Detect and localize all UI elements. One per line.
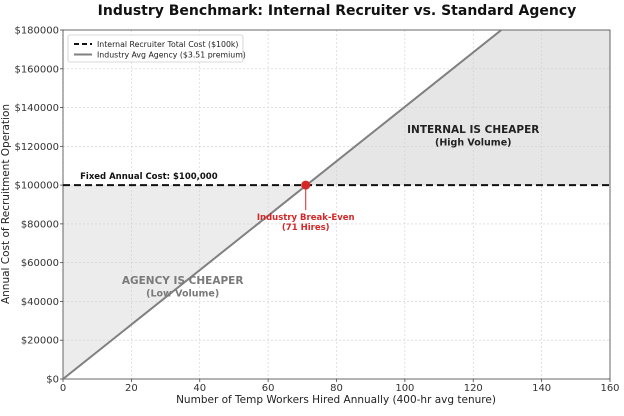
y-tick-label: $120000 <box>14 142 59 153</box>
x-tick-label: 100 <box>395 383 414 394</box>
legend-box <box>67 34 244 63</box>
y-tick-label: $0 <box>46 375 59 386</box>
series-agency-line <box>63 30 503 379</box>
y-axis-title: Annual Cost of Recruitment Operation <box>0 104 12 304</box>
internal-cheaper-sublabel: (High Volume) <box>435 137 511 148</box>
agency-cheaper-label: AGENCY IS CHEAPER <box>122 275 244 287</box>
legend: Internal Recruiter Total Cost ($100k) In… <box>67 34 246 63</box>
y-tick-label: $80000 <box>21 219 59 230</box>
internal-cheaper-region <box>305 30 610 186</box>
y-tick-label: $160000 <box>14 64 59 75</box>
break-even-hires-label: (71 Hires) <box>282 223 330 233</box>
x-tick-label: 80 <box>330 383 343 394</box>
y-tick-label: $60000 <box>21 258 59 269</box>
x-tick-label: 160 <box>600 383 619 394</box>
internal-cheaper-label: INTERNAL IS CHEAPER <box>407 124 539 136</box>
chart-title: Industry Benchmark: Internal Recruiter v… <box>98 3 577 19</box>
x-tick-label: 0 <box>60 383 66 394</box>
x-tick-label: 60 <box>262 383 275 394</box>
y-tick-label: $180000 <box>14 26 59 37</box>
y-tick-labels: $0 $20000 $40000 $60000 $80000 $100000 $120000… <box>14 26 63 386</box>
agency-cheaper-sublabel: (Low Volume) <box>146 289 219 300</box>
break-even-label: Industry Break-Even <box>257 213 355 223</box>
break-even-point <box>301 180 311 190</box>
x-tick-label: 120 <box>464 383 483 394</box>
y-tick-label: $100000 <box>14 181 59 192</box>
x-tick-labels: 0 20 40 60 80 100 120 140 160 <box>60 379 620 394</box>
legend-label-internal: Internal Recruiter Total Cost ($100k) <box>97 40 238 49</box>
x-tick-label: 140 <box>532 383 551 394</box>
fixed-cost-annotation: Fixed Annual Cost: $100,000 <box>80 172 218 182</box>
y-tick-label: $20000 <box>21 336 59 347</box>
legend-label-agency: Industry Avg Agency ($3.51 premium) <box>97 50 246 59</box>
x-axis-title: Number of Temp Workers Hired Annually (4… <box>176 394 496 406</box>
y-tick-label: $40000 <box>21 297 59 308</box>
x-tick-label: 20 <box>125 383 138 394</box>
y-tick-label: $140000 <box>14 103 59 114</box>
x-tick-label: 40 <box>193 383 206 394</box>
